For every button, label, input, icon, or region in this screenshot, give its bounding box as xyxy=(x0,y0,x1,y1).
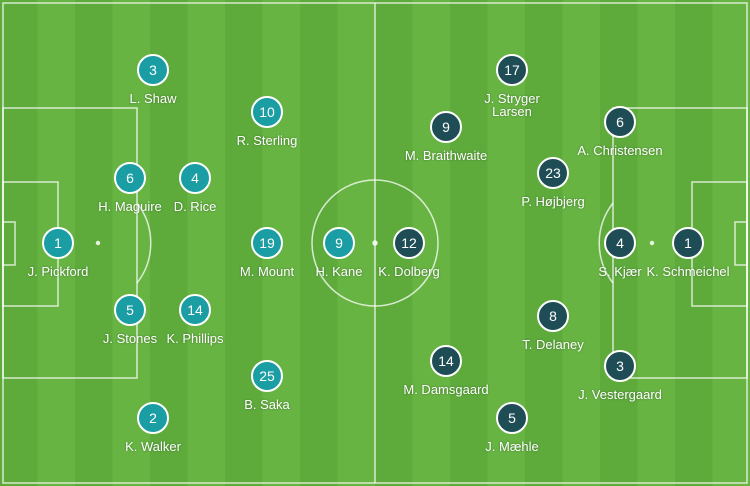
player-number-badge[interactable]: 9 xyxy=(430,111,462,143)
player-number-badge[interactable]: 12 xyxy=(393,227,425,259)
player-name: J. Vestergaard xyxy=(578,387,662,402)
player-name: M. Mount xyxy=(239,264,295,279)
player-name: J. Stryger Larsen xyxy=(484,91,540,119)
player-name: P. Højbjerg xyxy=(521,194,585,209)
player-number-badge[interactable]: 1 xyxy=(42,227,74,259)
player-number-badge[interactable]: 6 xyxy=(114,162,146,194)
player-name: K. Phillips xyxy=(166,331,224,346)
player-number-badge[interactable]: 2 xyxy=(137,402,169,434)
player-name: R. Sterling xyxy=(236,133,298,148)
player-name: S. Kjær xyxy=(598,264,642,279)
player-name: B. Saka xyxy=(244,397,290,412)
player-number-badge[interactable]: 4 xyxy=(179,162,211,194)
player-number-badge[interactable]: 5 xyxy=(114,294,146,326)
player-name: L. Shaw xyxy=(129,91,177,106)
player-number-badge[interactable]: 19 xyxy=(251,227,283,259)
player-name: T. Delaney xyxy=(522,337,584,352)
player-number-badge[interactable]: 14 xyxy=(430,345,462,377)
player-number-badge[interactable]: 6 xyxy=(604,106,636,138)
player-name: K. Dolberg xyxy=(378,264,440,279)
player-number-badge[interactable]: 8 xyxy=(537,300,569,332)
player-name: J. Pickford xyxy=(27,264,89,279)
player-name: M. Braithwaite xyxy=(404,148,488,163)
player-number-badge[interactable]: 10 xyxy=(251,96,283,128)
player-name: K. Schmeichel xyxy=(646,264,730,279)
player-number-badge[interactable]: 4 xyxy=(604,227,636,259)
player-name: A. Christensen xyxy=(577,143,663,158)
player-name: H. Maguire xyxy=(98,199,162,214)
player-number-badge[interactable]: 25 xyxy=(251,360,283,392)
player-name: D. Rice xyxy=(173,199,217,214)
player-name: H. Kane xyxy=(315,264,363,279)
player-name: J. Mæhle xyxy=(485,439,539,454)
player-number-badge[interactable]: 1 xyxy=(672,227,704,259)
player-number-badge[interactable]: 5 xyxy=(496,402,528,434)
player-name: J. Stones xyxy=(102,331,158,346)
player-number-badge[interactable]: 3 xyxy=(604,350,636,382)
player-number-badge[interactable]: 23 xyxy=(537,157,569,189)
player-number-badge[interactable]: 17 xyxy=(496,54,528,86)
player-name: K. Walker xyxy=(125,439,181,454)
player-number-badge[interactable]: 14 xyxy=(179,294,211,326)
player-name: M. Damsgaard xyxy=(403,382,489,397)
player-number-badge[interactable]: 9 xyxy=(323,227,355,259)
player-number-badge[interactable]: 3 xyxy=(137,54,169,86)
